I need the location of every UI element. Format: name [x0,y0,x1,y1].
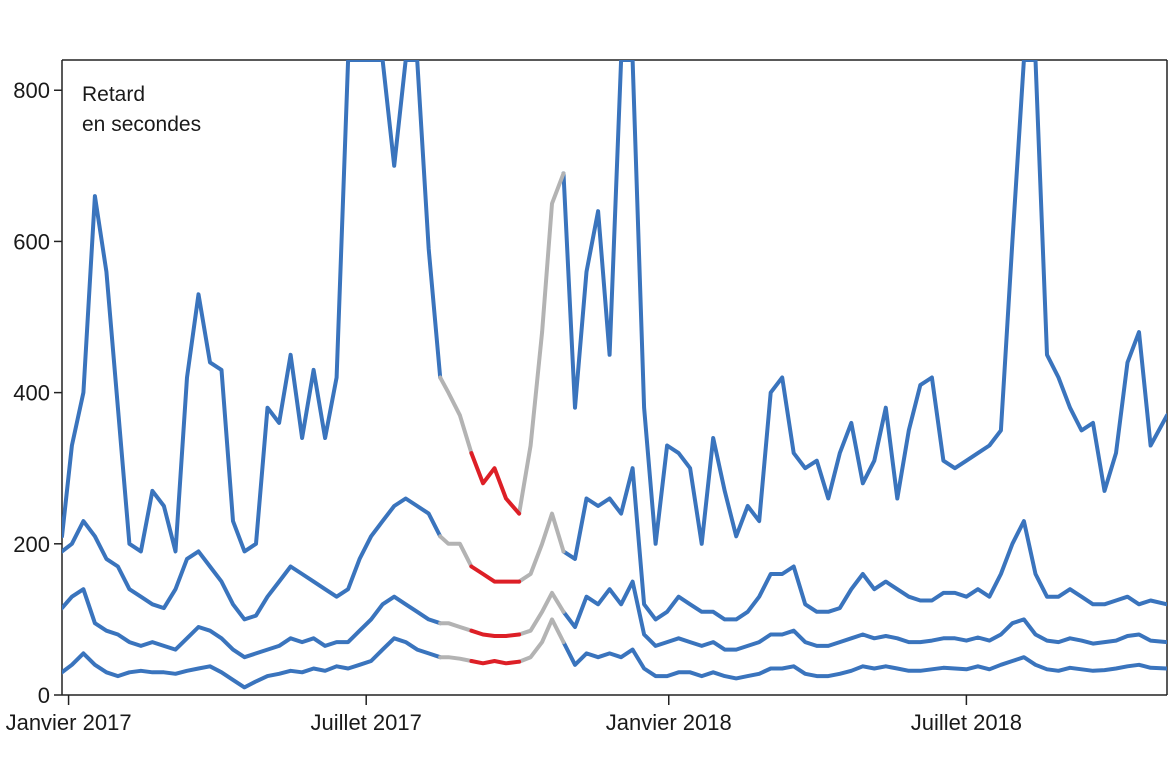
series-2-gap-segment [438,534,474,569]
series-1-gap-segment [517,171,566,516]
y-tick-label: 400 [13,381,50,406]
series-line-2 [62,466,1167,622]
series-2-highlight-segment [469,564,522,584]
series-line-4 [62,617,1167,690]
series-4-gap-segment [438,655,474,663]
plot-frame [61,59,1168,696]
series-2-main-segment [561,466,1167,622]
series-4-highlight-segment [469,659,522,666]
x-tick-label: Juillet 2017 [311,710,422,735]
series-4-gap-segment [517,617,566,664]
annotation-line-1: Retard [82,83,145,106]
x-tick-label: Juillet 2018 [911,710,1022,735]
series-3-main-segment [561,579,1167,652]
series-1-highlight-segment [469,451,522,516]
series-1-main-segment [62,60,443,554]
x-tick-label: Janvier 2018 [606,710,732,735]
series-4-main-segment [561,640,1167,681]
y-tick-label: 600 [13,229,50,254]
series-3-main-segment [62,587,443,660]
series-2-main-segment [62,496,443,622]
series-layer [62,60,1167,690]
series-3-gap-segment [517,590,566,637]
y-axis-ticks: 0 200 400 600 800 [13,78,62,708]
series-4-main-segment [62,636,443,690]
series-1-gap-segment [438,375,474,456]
series-line-3 [62,579,1167,660]
series-line-1 [62,60,1167,554]
x-tick-label: Janvier 2017 [6,710,132,735]
y-tick-label: 800 [13,78,50,103]
x-axis-ticks: Janvier 2017 Juillet 2017 Janvier 2018 Juil… [6,695,1022,735]
y-tick-label: 200 [13,532,50,557]
series-1-main-segment [561,60,1167,546]
series-2-gap-segment [517,511,566,584]
series-3-gap-segment [438,621,474,633]
annotation-line-2: en secondes [82,113,201,136]
y-tick-label: 0 [38,683,50,708]
series-3-highlight-segment [469,628,522,638]
